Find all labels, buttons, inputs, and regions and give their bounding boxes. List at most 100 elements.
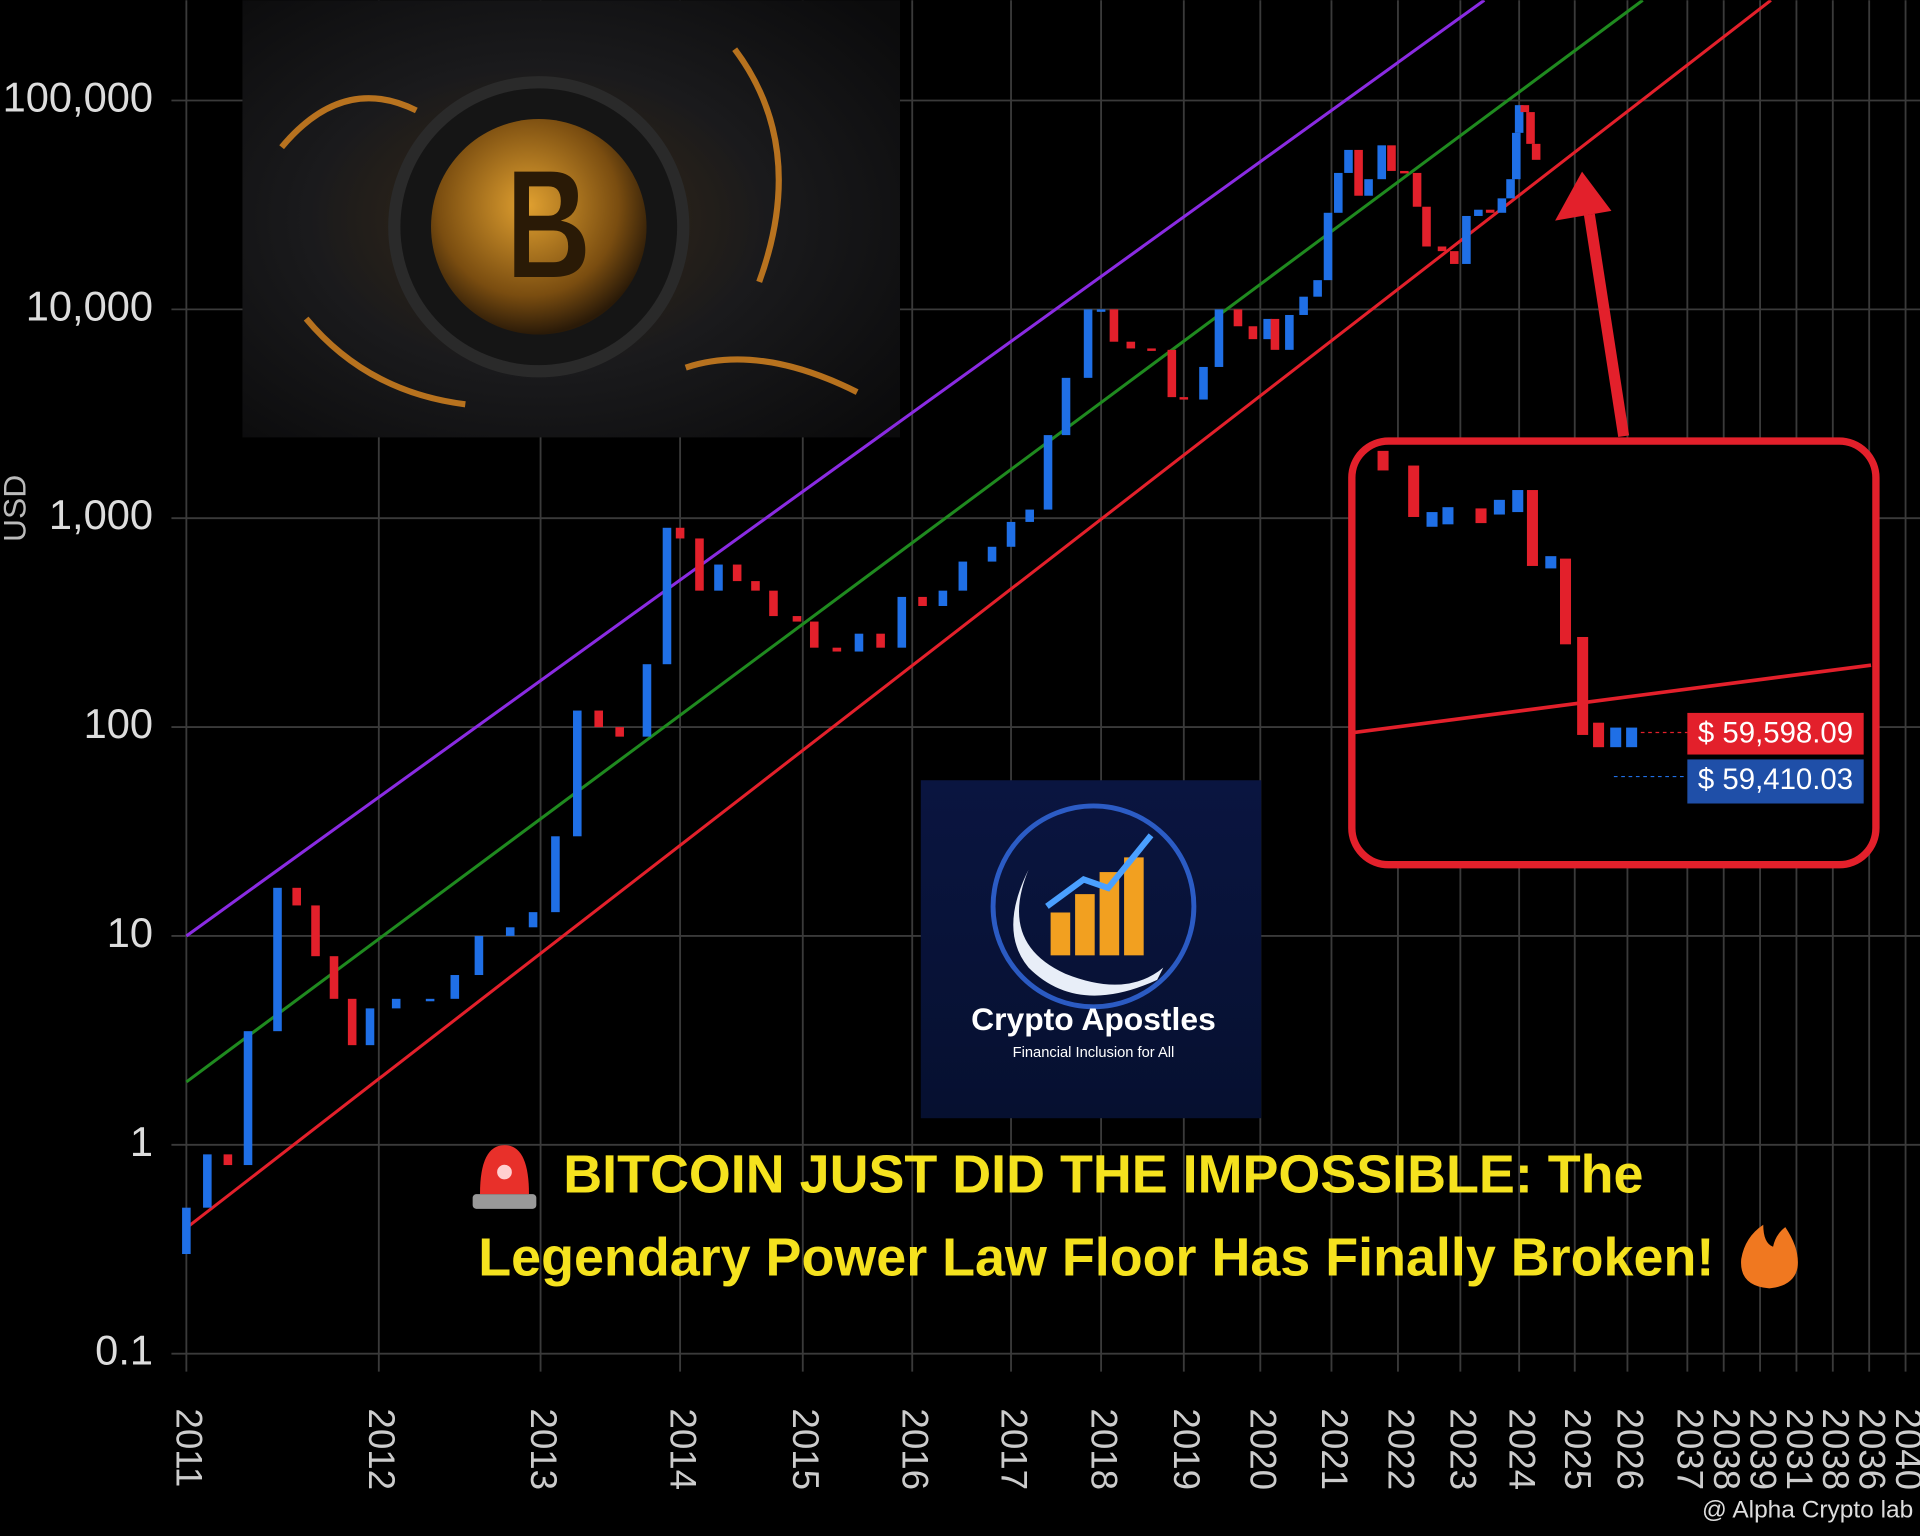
logo-bar <box>1050 912 1071 956</box>
inset: $ 59,598.09 $ 59,410.03 <box>1348 437 1880 869</box>
candle-body <box>1449 251 1459 264</box>
candle-body <box>505 927 515 936</box>
price-label-box <box>1687 712 1864 755</box>
x-tick-label: 2017 <box>993 1408 1034 1490</box>
y-tick-label: 100 <box>84 700 153 747</box>
candle-body <box>1526 112 1535 144</box>
candle-body <box>1497 198 1507 213</box>
x-tick-label: 2012 <box>361 1408 402 1490</box>
inset-candles <box>1426 490 1638 748</box>
coin-symbol <box>514 171 586 277</box>
watermark: @ Alpha Crypto lab <box>1702 1497 1913 1524</box>
candle-body <box>1299 296 1308 315</box>
logo-bar <box>1099 872 1120 956</box>
candle-body <box>1248 326 1258 340</box>
y-tick-label: 0.1 <box>95 1327 153 1374</box>
x-tick-label: 2037 <box>1670 1408 1711 1490</box>
x-tick-label: 2024 <box>1501 1408 1542 1490</box>
candle-body <box>642 664 652 737</box>
candle-body <box>1377 145 1387 180</box>
candle-body <box>1025 509 1034 522</box>
candle-body <box>292 887 301 906</box>
candle-body <box>474 935 484 976</box>
arrow-head <box>1555 171 1612 221</box>
y-tick-label: 100,000 <box>3 74 153 121</box>
candle-body <box>675 527 685 539</box>
x-tick-label: 2019 <box>1166 1408 1207 1490</box>
candle-body <box>1083 309 1093 378</box>
candle-body <box>1485 209 1495 213</box>
x-tick-label: 2018 <box>1083 1408 1124 1490</box>
candle-body <box>832 647 842 652</box>
glow-arc <box>279 47 859 408</box>
logo-bar <box>1075 894 1095 956</box>
x-tick-label: 2039 <box>1742 1408 1783 1490</box>
siren-icon <box>472 1145 537 1209</box>
price-label-box <box>1687 759 1864 804</box>
candle-body <box>714 564 723 591</box>
x-tick-label: 2031 <box>1779 1408 1820 1490</box>
arrow-shaft <box>1583 213 1630 438</box>
y-tick-label: 1,000 <box>49 491 153 538</box>
candle-body <box>223 1154 233 1166</box>
candle-body <box>854 633 864 652</box>
candle-body <box>1263 318 1272 340</box>
price-label: $ 59,598.09 <box>1698 717 1853 750</box>
x-tick-label: 2013 <box>523 1408 564 1490</box>
flame-icon <box>1741 1224 1798 1289</box>
y-axis-label: USD <box>0 475 33 542</box>
power-law-line <box>185 0 1644 1084</box>
candle-body <box>203 1154 212 1208</box>
candle-body <box>1214 309 1224 367</box>
logo-arrow <box>1045 833 1154 909</box>
plot-area <box>182 0 1772 1255</box>
candle-body <box>1462 215 1471 264</box>
logo-subtitle: Financial Inclusion for All <box>1013 1045 1175 1061</box>
x-tick-label: 2023 <box>1443 1408 1484 1490</box>
candle-body <box>1437 246 1447 252</box>
candle-body <box>1109 309 1119 342</box>
x-tick-label: 2014 <box>662 1408 703 1490</box>
candle-body <box>1233 309 1243 327</box>
candle-body <box>1531 143 1541 160</box>
axes: 100,000 10,000 1,000 100 10 1 0.1 2011 2012 2013 2… <box>3 74 1920 1491</box>
x-tick-label: 2020 <box>1243 1408 1284 1490</box>
y-tick-label: 10,000 <box>26 282 153 329</box>
candle-body <box>1422 206 1431 247</box>
price-label: $ 59,410.03 <box>1698 763 1853 796</box>
x-tick-label: 2021 <box>1314 1408 1355 1490</box>
candle-body <box>1147 348 1156 351</box>
candle-body <box>450 975 460 999</box>
candle-body <box>958 561 968 591</box>
candle-body <box>938 590 948 606</box>
x-tick-label: 2011 <box>169 1408 210 1487</box>
inset-frame <box>1348 437 1880 869</box>
candle-body <box>1506 179 1515 199</box>
candle-body <box>425 998 435 1002</box>
candle-body <box>329 956 339 999</box>
candle-body <box>876 633 885 648</box>
candle-body <box>365 1008 375 1046</box>
candle-body <box>528 912 538 928</box>
logo: Crypto Apostles Financial Inclusion for … <box>920 780 1262 1119</box>
headline-line: BITCOIN JUST DID THE IMPOSSIBLE: The <box>563 1144 1643 1204</box>
candle-body <box>1344 149 1353 173</box>
x-tick-label: 2025 <box>1557 1408 1598 1490</box>
candle-body <box>243 1031 253 1166</box>
x-tick-label: 2015 <box>785 1408 826 1490</box>
power-law-line <box>185 0 1772 1230</box>
candle-body <box>695 538 704 591</box>
power-law-line <box>185 0 1486 938</box>
candle-body <box>311 905 320 957</box>
x-tick-label: 2038 <box>1815 1408 1856 1490</box>
candle-body <box>809 621 819 648</box>
candle-body <box>273 887 282 1032</box>
candle-body <box>792 616 802 622</box>
candle-body <box>573 710 582 837</box>
y-tick-label: 10 <box>107 909 153 956</box>
inset-candles <box>1377 450 1605 748</box>
candle-body <box>1199 366 1208 400</box>
candle-body <box>615 727 624 737</box>
candle-body <box>1313 280 1322 297</box>
